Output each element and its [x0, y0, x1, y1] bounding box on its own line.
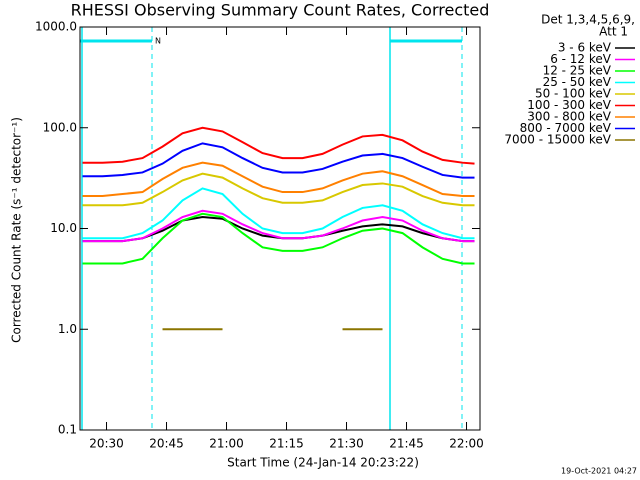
legend-label: 300 - 800 keV — [527, 110, 611, 124]
legend-label: 100 - 300 keV — [527, 98, 611, 112]
chart-title: RHESSI Observing Summary Count Rates, Co… — [71, 1, 490, 20]
y-tick-label: 1000.0 — [35, 20, 77, 34]
series-line — [82, 187, 475, 240]
series-line — [82, 142, 475, 179]
x-axis-title: Start Time (24-Jan-14 20:23:22) — [227, 456, 419, 470]
legend-label: 50 - 100 keV — [535, 87, 612, 101]
legend-label: 6 - 12 keV — [550, 52, 612, 66]
legend-label: 800 - 7000 keV — [520, 121, 612, 135]
series-line — [82, 161, 475, 198]
timestamp: 19-Oct-2021 04:27 — [561, 467, 637, 476]
x-tick-label: 22:00 — [449, 437, 484, 451]
legend-label: 7000 - 15000 keV — [504, 133, 611, 147]
x-tick-label: 21:15 — [269, 437, 304, 451]
series-line — [82, 172, 475, 207]
y-tick-label: 1.0 — [58, 322, 77, 336]
legend-label: 25 - 50 keV — [543, 75, 612, 89]
y-tick-label: 0.1 — [58, 423, 77, 437]
y-tick-label: 100.0 — [43, 120, 77, 134]
legend-label: 12 - 25 keV — [543, 64, 612, 78]
series-line — [82, 126, 475, 165]
annotation: N — [155, 37, 161, 46]
legend-header: Att 1 — [599, 25, 628, 39]
x-tick-label: 21:00 — [209, 437, 244, 451]
y-tick-label: 10.0 — [50, 221, 77, 235]
x-tick-label: 20:30 — [89, 437, 124, 451]
x-tick-label: 21:45 — [389, 437, 424, 451]
series-line — [82, 209, 475, 243]
x-tick-label: 21:30 — [329, 437, 364, 451]
legend-label: 3 - 6 keV — [558, 41, 612, 55]
series-line — [82, 212, 475, 265]
x-tick-label: 20:45 — [149, 437, 184, 451]
legend-header: Det 1,3,4,5,6,9, — [541, 13, 635, 27]
y-axis-title: Corrected Count Rate (s⁻¹ detector⁻¹) — [10, 117, 24, 343]
